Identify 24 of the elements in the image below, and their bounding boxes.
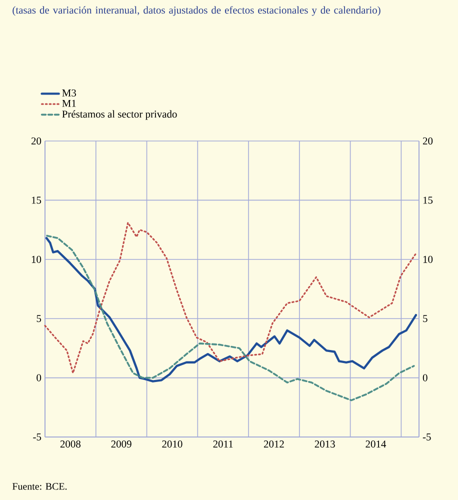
y-tick-label: 0: [36, 374, 42, 382]
x-tick-label: 2009: [111, 440, 132, 448]
y2-tick-label: 0: [422, 374, 428, 382]
chart-title: (tasas de variación interanual, datos ajustados de efectos estacionales y de calendario): [12, 6, 380, 16]
y-tick-label: 5: [36, 315, 42, 322]
y2-tick-label: 20: [422, 137, 433, 145]
x-tick-label: 2010: [162, 440, 182, 448]
legend-label: M3: [62, 89, 76, 97]
x-tick-label: 2012: [264, 440, 284, 448]
x-tick-label: 2008: [60, 440, 80, 448]
y2-tick-label: 10: [423, 256, 433, 263]
y2-tick-label: -5: [422, 434, 431, 440]
x-tick-label: 2013: [314, 440, 335, 448]
y-tick-label: 20: [31, 137, 42, 145]
y2-tick-label: 15: [423, 196, 433, 204]
y2-tick-label: 5: [423, 315, 428, 322]
y-tick-label: 15: [32, 196, 42, 204]
source-note: Fuente: BCE.: [12, 483, 67, 490]
legend-label: M1: [62, 100, 76, 107]
x-tick-label: 2011: [213, 440, 233, 448]
x-tick-label: 2014: [366, 440, 386, 448]
y-tick-label: 10: [32, 256, 42, 263]
y-tick-label: -5: [33, 434, 42, 440]
legend-label: Préstamos al sector privado: [62, 110, 177, 120]
